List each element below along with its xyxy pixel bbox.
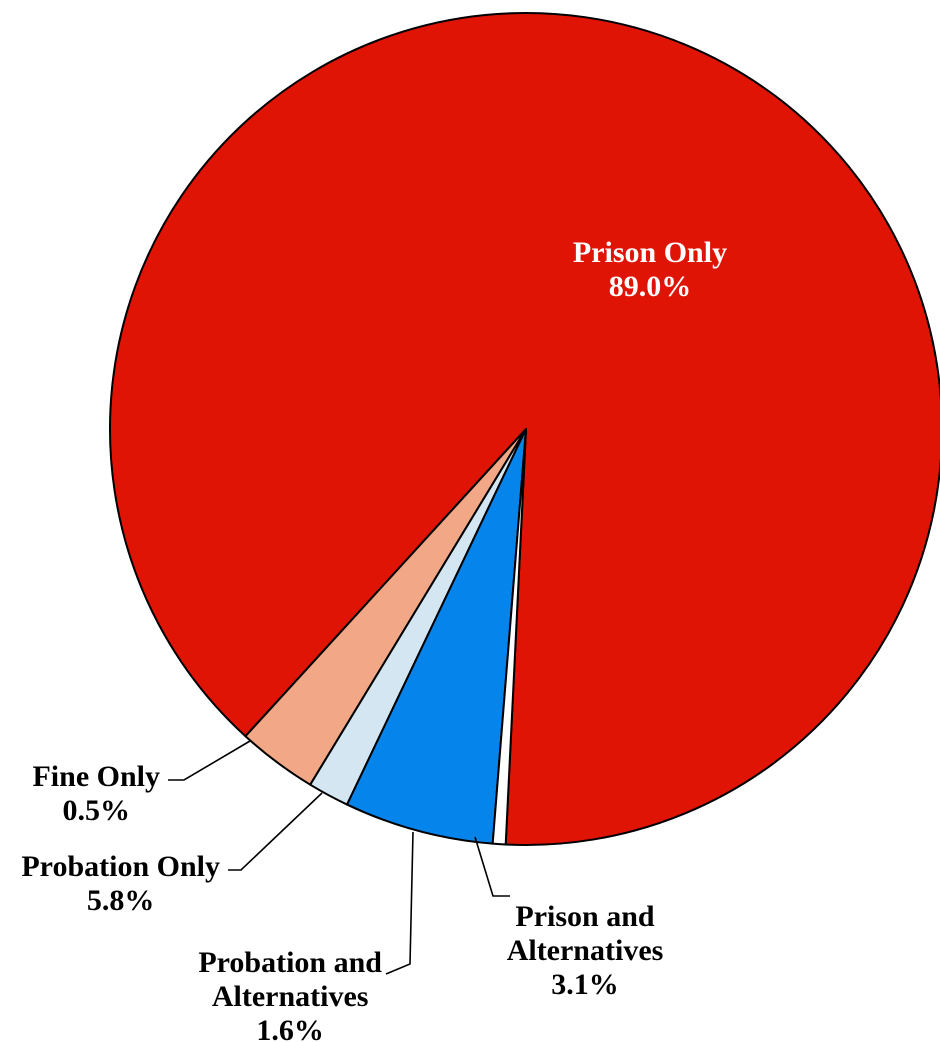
slice-category-label: Fine Only — [32, 760, 160, 793]
leader-line-fine-only — [168, 740, 251, 781]
slice-label-prison-only: Prison Only 89.0% — [573, 236, 727, 303]
slice-labels: Prison Only 89.0%Prison and Alternatives 3.… — [21, 236, 727, 1042]
slice-value-label: 0.5% — [62, 794, 130, 827]
slice-label-prison-and-alternatives: Prison and Alternatives 3.1% — [507, 900, 664, 1001]
slice-label-fine-only: Fine Only 0.5% — [32, 760, 160, 827]
leader-line-probation-and-alternatives — [385, 831, 414, 975]
pie-slice-probation-only — [346, 428, 527, 845]
slice-value-label: 5.8% — [87, 884, 155, 917]
slice-category-label: Probation and — [198, 946, 382, 979]
leader-line-prison-and-alternatives — [474, 836, 510, 897]
slice-value-label: 89.0% — [609, 270, 692, 303]
slice-value-label: 1.6% — [256, 1014, 324, 1042]
slice-category-label: Prison and — [515, 900, 655, 933]
slice-category-label: Alternatives — [507, 934, 664, 967]
leader-line-probation-only — [228, 792, 323, 871]
slice-label-probation-only: Probation Only 5.8% — [21, 850, 220, 917]
slice-label-probation-and-alternatives: Probation and Alternatives 1.6% — [198, 946, 382, 1042]
slice-category-label: Prison Only — [573, 236, 727, 269]
pie-slice-fine-only — [491, 428, 527, 846]
pie-slices — [109, 12, 940, 846]
leader-lines — [168, 740, 510, 975]
slice-value-label: 3.1% — [551, 968, 619, 1001]
slice-category-label: Alternatives — [212, 980, 369, 1013]
slice-category-label: Probation Only — [21, 850, 220, 883]
